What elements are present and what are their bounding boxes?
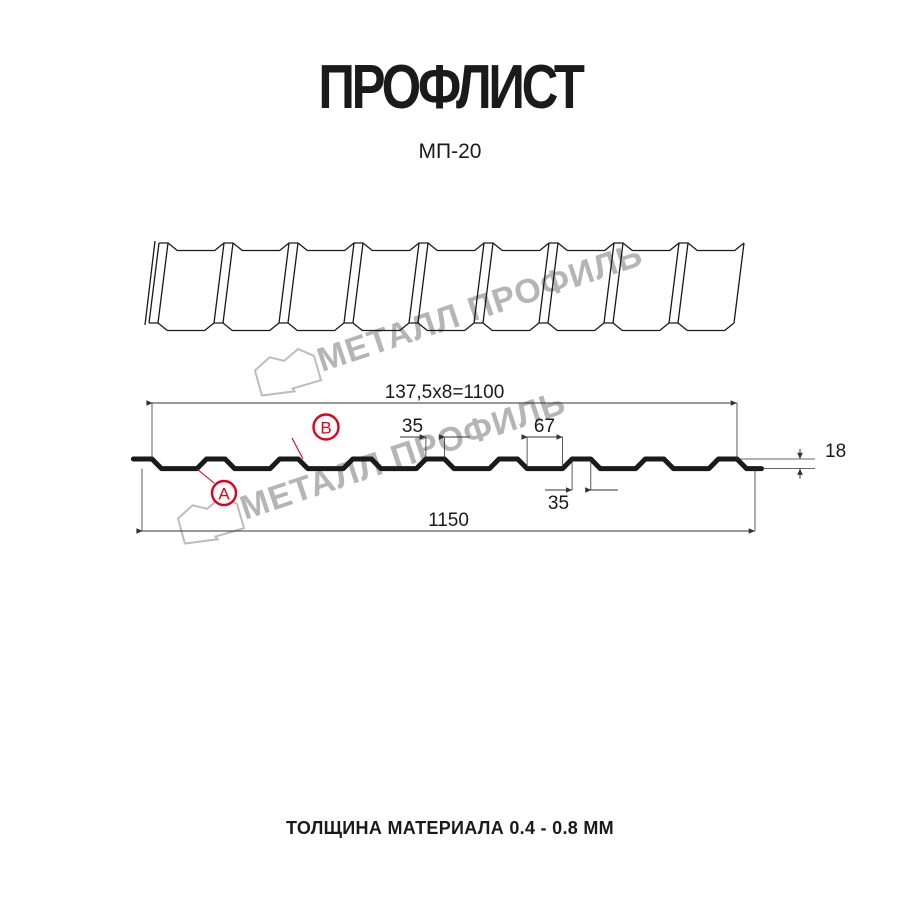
svg-text:137,5x8=1100: 137,5x8=1100: [385, 382, 505, 403]
svg-text:МЕТАЛЛ ПРОФИЛЬ: МЕТАЛЛ ПРОФИЛЬ: [312, 235, 647, 379]
svg-text:МЕТАЛЛ ПРОФИЛЬ: МЕТАЛЛ ПРОФИЛЬ: [235, 383, 570, 527]
svg-text:A: A: [218, 485, 230, 504]
svg-text:B: B: [320, 419, 331, 438]
svg-text:35: 35: [402, 416, 423, 437]
svg-text:1150: 1150: [428, 510, 469, 531]
svg-text:35: 35: [548, 493, 569, 514]
svg-text:18: 18: [825, 441, 846, 462]
svg-text:67: 67: [534, 416, 555, 437]
